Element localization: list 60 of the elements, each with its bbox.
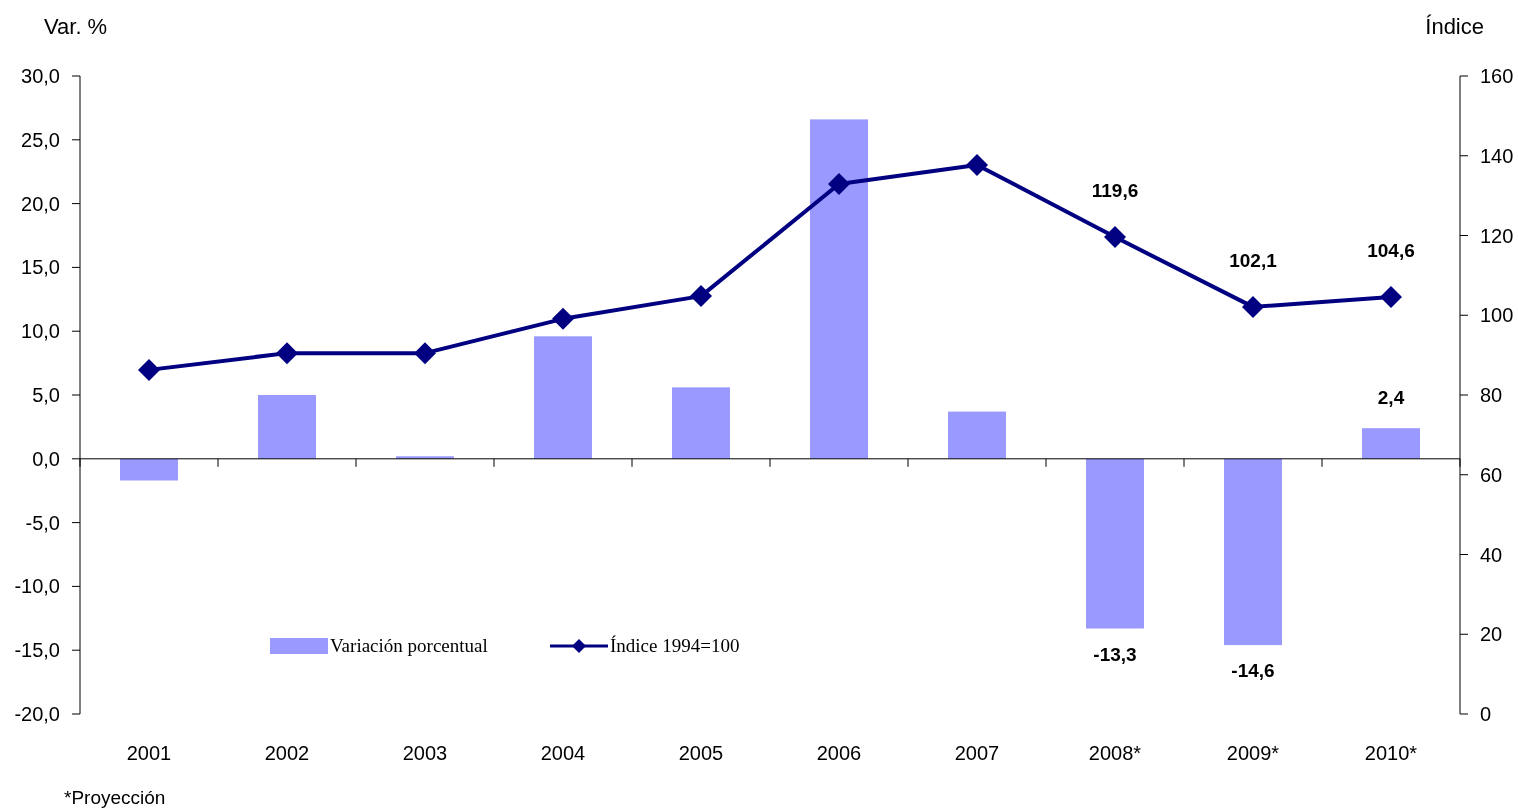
y-tick-label: 5,0 xyxy=(32,384,60,406)
y2-axis-title: Índice xyxy=(1425,14,1484,39)
y2-tick-label: 120 xyxy=(1480,224,1514,247)
legend-label: Índice 1994=100 xyxy=(610,635,740,656)
y-tick-label: -15,0 xyxy=(14,639,60,662)
y-tick-label: 15,0 xyxy=(21,256,60,279)
data-label: -14,6 xyxy=(1231,660,1275,682)
bar xyxy=(672,387,730,459)
x-tick-label: 2009* xyxy=(1226,742,1280,764)
y-tick-label: -20,0 xyxy=(14,703,60,725)
y2-tick-label: 140 xyxy=(1480,144,1514,167)
y-tick-label: -5,0 xyxy=(25,511,60,534)
y2-tick-label: 60 xyxy=(1480,463,1503,486)
y2-tick-label: 100 xyxy=(1480,304,1514,327)
bar xyxy=(534,336,592,459)
bar xyxy=(258,395,316,459)
x-tick-label: 2010* xyxy=(1364,742,1418,764)
point xyxy=(138,358,160,381)
y-tick-label: 10,0 xyxy=(21,320,60,343)
data-label: -13,3 xyxy=(1093,643,1137,665)
y2-tick-label: 20 xyxy=(1480,623,1503,646)
point xyxy=(1242,295,1264,318)
point xyxy=(414,342,436,365)
bar xyxy=(1362,428,1420,459)
point xyxy=(966,153,988,176)
data-label: 2,4 xyxy=(1377,387,1405,409)
y-tick-label: 25,0 xyxy=(21,128,60,151)
y-tick-label: 20,0 xyxy=(21,192,60,215)
bar xyxy=(948,411,1006,459)
y-axis-title: Var. % xyxy=(44,14,108,39)
x-tick-label: 2001 xyxy=(126,742,172,764)
data-label: 104,6 xyxy=(1367,239,1415,261)
point xyxy=(828,173,850,196)
bar xyxy=(120,458,178,481)
point xyxy=(276,342,298,365)
bar xyxy=(1086,458,1144,629)
y-tick-label: 0,0 xyxy=(32,447,60,470)
x-tick-label: 2007 xyxy=(954,742,1000,764)
data-label: 102,1 xyxy=(1229,249,1278,271)
y2-tick-label: 80 xyxy=(1480,384,1503,406)
y2-tick-label: 40 xyxy=(1480,543,1503,566)
x-tick-label: 2003 xyxy=(402,742,448,764)
point xyxy=(690,285,712,308)
x-tick-label: 2004 xyxy=(540,742,586,764)
point xyxy=(1380,285,1402,308)
bar xyxy=(810,119,868,459)
x-tick-label: 2002 xyxy=(264,742,310,764)
text: *Proyección xyxy=(64,787,166,808)
bar xyxy=(1224,458,1282,646)
y2-tick-label: 160 xyxy=(1480,65,1514,87)
point xyxy=(552,307,574,330)
y-tick-label: -10,0 xyxy=(14,575,60,598)
point xyxy=(1104,226,1126,249)
legend-label: Variación porcentual xyxy=(330,635,488,656)
y-tick-label: 30,0 xyxy=(21,65,60,87)
y2-tick-label: 0 xyxy=(1480,703,1492,725)
x-tick-label: 2008* xyxy=(1088,742,1142,764)
data-label: 119,6 xyxy=(1091,180,1139,202)
x-tick-label: 2006 xyxy=(816,742,862,764)
x-tick-label: 2005 xyxy=(678,742,724,764)
